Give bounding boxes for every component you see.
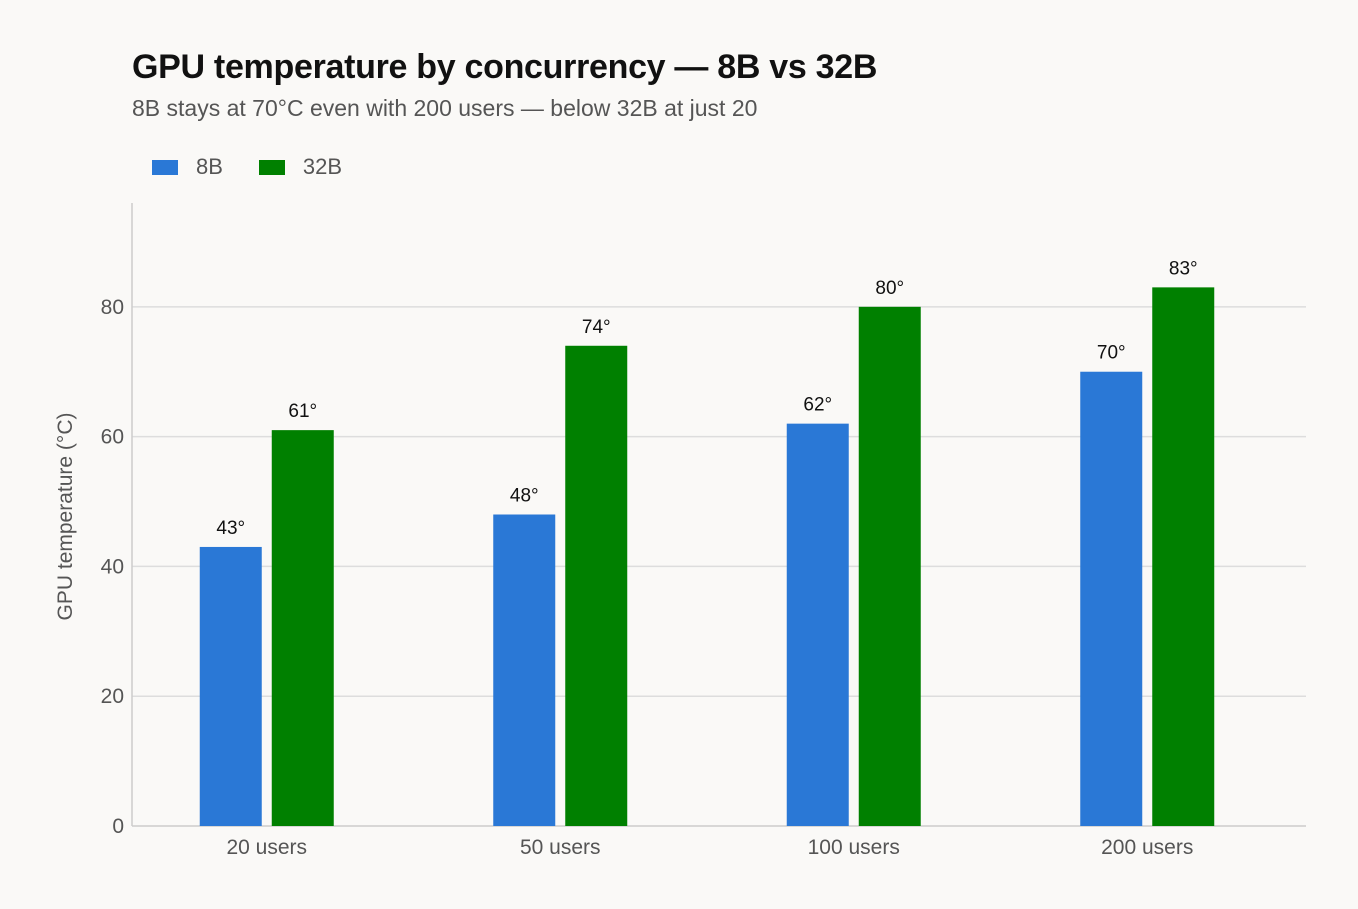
data-label-8b-200-users: 70° [1097,343,1126,364]
y-axis-title: GPU temperature (°C) [54,413,77,621]
y-tick-label-40: 40 [101,555,124,578]
data-label-8b-20-users: 43° [216,518,245,539]
data-label-32b-200-users: 83° [1169,258,1198,279]
bar-8b-200-users [1080,371,1143,826]
x-tick-label-100-users: 100 users [808,836,900,859]
bar-8b-20-users [199,546,262,826]
legend-label-8b: 8B [196,154,223,179]
bar-8b-100-users [786,423,849,826]
y-tick-label-80: 80 [101,296,124,319]
legend: 8B 32B [152,154,378,180]
chart-subtitle: 8B stays at 70°C even with 200 users — b… [132,95,758,121]
x-tick-label-20-users: 20 users [226,836,307,859]
chart-title: GPU temperature by concurrency — 8B vs 3… [132,48,878,86]
y-tick-label-0: 0 [112,815,124,838]
data-label-8b-50-users: 48° [510,486,539,507]
bar-32b-200-users [1152,287,1215,826]
legend-item-8b: 8B [152,154,223,180]
x-tick-label-200-users: 200 users [1101,836,1193,859]
x-tick-label-50-users: 50 users [520,836,601,859]
bar-32b-100-users [858,306,921,826]
data-label-32b-50-users: 74° [582,317,611,338]
legend-swatch-32b [258,159,285,175]
data-label-8b-100-users: 62° [803,395,832,416]
data-label-32b-100-users: 80° [875,278,904,299]
legend-item-32b: 32B [258,154,343,180]
y-tick-label-20: 20 [101,685,124,708]
y-tick-label-60: 60 [101,426,124,449]
data-label-32b-20-users: 61° [288,401,317,422]
bar-32b-50-users [565,345,628,826]
legend-label-32b: 32B [302,154,343,179]
bar-8b-50-users [493,514,556,826]
legend-swatch-8b [152,159,178,175]
bar-32b-20-users [271,430,334,826]
